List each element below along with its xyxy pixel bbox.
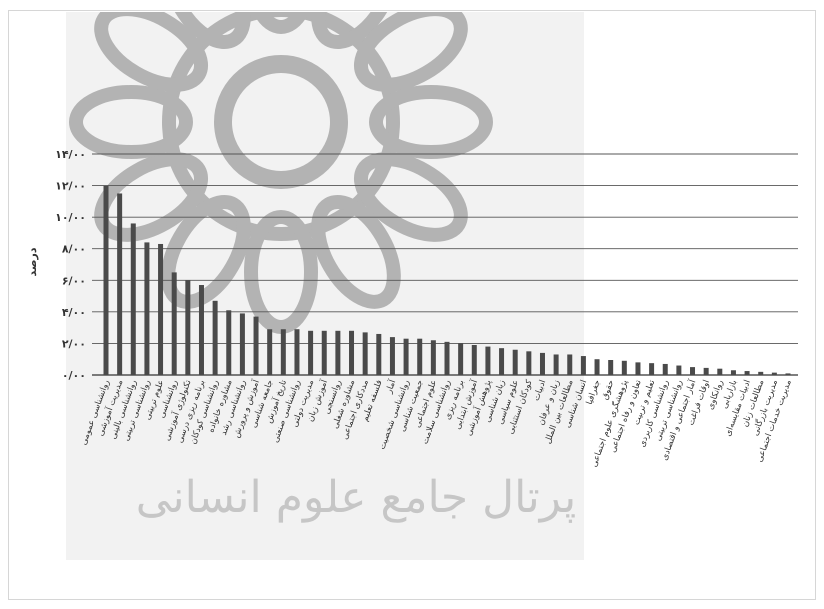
- y-tick-label: ۸/۰۰: [62, 243, 86, 256]
- star-emblem-icon: [69, 12, 493, 334]
- bar: [703, 367, 709, 375]
- watermark-petal: [161, 12, 251, 50]
- watermark-petal: [311, 194, 401, 309]
- bar: [376, 333, 382, 375]
- bar: [185, 280, 191, 375]
- y-tick-label: ۱۲/۰۰: [55, 180, 86, 193]
- y-axis-ticks: ۰/۰۰ ۲/۰۰ ۴/۰۰ ۶/۰۰ ۸/۰۰ ۱۰/۰۰ ۱۲/۰۰ ۱۴/۰۰: [55, 148, 86, 382]
- bars: [103, 185, 791, 375]
- watermark-petal: [311, 12, 401, 50]
- bar: [321, 330, 327, 375]
- bar: [580, 356, 586, 375]
- bar: [103, 185, 109, 375]
- y-axis-label: درصد: [26, 247, 39, 276]
- bar: [649, 363, 655, 375]
- bar: [444, 341, 450, 375]
- bar: [662, 363, 668, 375]
- watermark-petal: [94, 152, 209, 242]
- category-label: آمار: [382, 377, 398, 395]
- y-tick-label: ۲/۰۰: [62, 337, 86, 350]
- bar: [294, 329, 300, 375]
- watermark-petal: [353, 152, 468, 242]
- bar: [171, 272, 177, 375]
- watermark-text: پرتال جامع علوم انسانی: [136, 472, 577, 523]
- y-tick-label: ۱۰/۰۰: [55, 211, 86, 224]
- bar: [117, 193, 123, 375]
- y-tick-label: ۴/۰۰: [62, 306, 86, 319]
- bar: [676, 365, 682, 375]
- watermark-petal: [94, 12, 209, 92]
- bar: [730, 370, 736, 375]
- y-tick-label: ۶/۰۰: [62, 274, 86, 287]
- bar: [389, 337, 395, 375]
- bar: [499, 348, 505, 375]
- bar: [430, 340, 436, 375]
- bar: [539, 352, 545, 375]
- bar: [635, 362, 641, 375]
- bar: [226, 310, 232, 375]
- portal-watermark: پرتال جامع علوم انسانی: [66, 12, 584, 560]
- bar: [458, 343, 464, 375]
- bar: [771, 372, 777, 375]
- watermark-petal: [369, 85, 493, 159]
- bar: [512, 349, 518, 375]
- bar: [621, 360, 627, 375]
- bar: [280, 329, 286, 375]
- bar: [198, 285, 204, 375]
- bar: [553, 354, 559, 375]
- bar: [471, 345, 477, 375]
- bar: [594, 359, 600, 375]
- y-tick-label: ۰/۰۰: [62, 369, 86, 382]
- bar: [403, 338, 409, 375]
- bar: [362, 332, 368, 375]
- bar: [758, 371, 764, 375]
- bar: [567, 354, 573, 375]
- bar: [744, 371, 750, 375]
- bar: [130, 223, 136, 375]
- bar: [239, 313, 245, 375]
- bar: [485, 346, 491, 375]
- watermark-petal: [69, 85, 193, 159]
- bar: [267, 329, 273, 375]
- y-tick-label: ۱۴/۰۰: [55, 148, 86, 161]
- bar: [526, 351, 532, 375]
- bar: [158, 243, 164, 375]
- watermark-petal: [161, 194, 251, 309]
- bar: [690, 367, 696, 375]
- bar: [349, 330, 355, 375]
- bar: [253, 316, 259, 375]
- watermark-petal: [353, 12, 468, 92]
- bar: [308, 330, 314, 375]
- bar: [717, 368, 723, 375]
- bar: [212, 300, 218, 375]
- bar: [608, 360, 614, 375]
- bar: [417, 338, 423, 375]
- bar: [785, 373, 791, 375]
- bar: [335, 330, 341, 375]
- bar: [144, 242, 150, 375]
- watermark-petal: [252, 12, 310, 34]
